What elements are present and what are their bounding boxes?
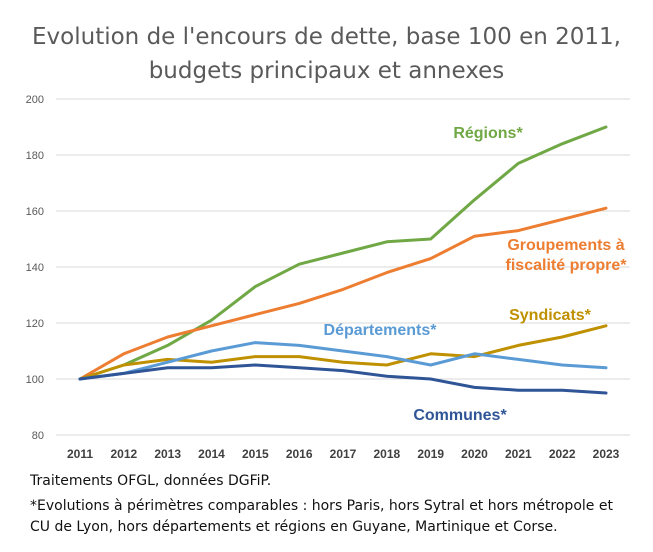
series-label-2: Syndicats*: [509, 307, 592, 324]
series-label-3: Départements*: [324, 322, 438, 339]
y-tick-label: 120: [26, 318, 44, 330]
series-label-line: Départements*: [324, 322, 438, 339]
series-label-line: Syndicats*: [509, 307, 592, 324]
y-axis-ticks: 80 100 120 140 160 180 200: [26, 94, 44, 442]
x-tick-label: 2014: [198, 447, 225, 461]
x-tick-label: 2022: [549, 447, 576, 461]
x-tick-label: 2017: [330, 447, 357, 461]
x-tick-label: 2016: [286, 447, 313, 461]
x-tick-label: 2015: [242, 447, 269, 461]
series-line-4: [78, 363, 608, 395]
y-tick-label: 160: [26, 206, 44, 218]
series-label-line: Régions*: [453, 125, 523, 142]
x-tick-label: 2012: [110, 447, 137, 461]
series-line-3: [78, 341, 608, 381]
y-tick-label: 100: [26, 374, 44, 386]
x-tick-label: 2019: [417, 447, 444, 461]
x-tick-label: 2023: [593, 447, 620, 461]
series-label-line: fiscalité propre*: [506, 257, 628, 274]
x-tick-label: 2013: [154, 447, 181, 461]
chart-title-line-1: Evolution de l'encours de dette, base 10…: [32, 24, 621, 50]
series-label-1: Groupements à fiscalité propre*: [506, 237, 628, 274]
series-labels: Régions* Groupements à fiscalité propre* Sy…: [324, 125, 628, 424]
y-tick-label: 140: [26, 262, 44, 274]
series-label-0: Régions*: [453, 125, 523, 142]
y-tick-label: 180: [26, 150, 44, 162]
scope-note-line-2: CU de Lyon, hors départements et régions…: [30, 519, 558, 535]
scope-note-line-1: *Evolutions à périmètres comparables : h…: [30, 498, 613, 514]
x-tick-label: 2021: [505, 447, 532, 461]
source-note: Traitements OFGL, données DGFiP.: [30, 473, 272, 489]
x-tick-label: 2011: [67, 447, 93, 461]
x-tick-label: 2020: [461, 447, 488, 461]
y-tick-label: 80: [32, 430, 44, 442]
series-label-4: Communes*: [413, 407, 507, 424]
series-label-line: Groupements à: [507, 237, 624, 254]
series-line-0: [78, 125, 608, 381]
series-lines: [78, 125, 608, 395]
y-tick-label: 200: [26, 94, 44, 106]
x-tick-label: 2018: [373, 447, 400, 461]
chart-title-line-2: budgets principaux et annexes: [148, 58, 505, 84]
x-axis-ticks: 2011 2012 2013 2014 2015 2016 2017 2018 2019 2020…: [67, 447, 620, 461]
series-line-1: [78, 206, 608, 381]
series-label-line: Communes*: [413, 407, 507, 424]
series-line-2: [78, 324, 608, 381]
